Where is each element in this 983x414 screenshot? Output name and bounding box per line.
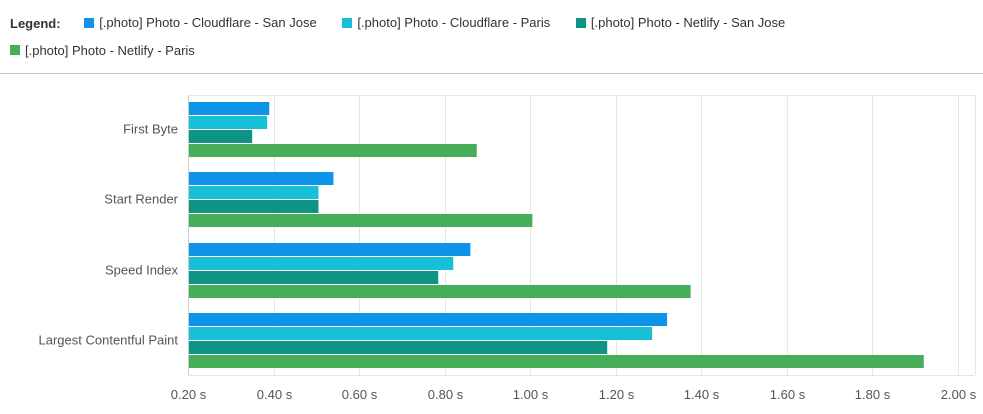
legend-swatch-netlify-paris bbox=[10, 45, 20, 55]
legend-label-cloudflare-san-jose: [.photo] Photo - Cloudflare - San Jose bbox=[99, 15, 317, 30]
x-tick-label: 1.40 s bbox=[684, 387, 720, 402]
bar bbox=[188, 243, 471, 256]
legend-item-cloudflare-san-jose[interactable]: [.photo] Photo - Cloudflare - San Jose bbox=[84, 9, 317, 36]
legend-divider bbox=[0, 73, 983, 74]
legend-label-netlify-paris: [.photo] Photo - Netlify - Paris bbox=[25, 42, 195, 58]
bar bbox=[188, 172, 334, 185]
x-tick-label: 1.60 s bbox=[770, 387, 806, 402]
bar bbox=[188, 327, 653, 340]
bar bbox=[188, 116, 268, 129]
legend-item-netlify-paris[interactable]: [.photo] Photo - Netlify - Paris bbox=[10, 37, 195, 64]
bar bbox=[188, 341, 608, 354]
x-tick-label: 0.20 s bbox=[171, 387, 207, 402]
bar bbox=[188, 285, 691, 298]
bar bbox=[188, 144, 477, 157]
legend-label-netlify-san-jose: [.photo] Photo - Netlify - San Jose bbox=[590, 15, 786, 30]
bar bbox=[188, 200, 319, 213]
legend: Legend: [.photo] Photo - Cloudflare - Sa… bbox=[10, 9, 970, 64]
x-tick-label: 0.80 s bbox=[428, 387, 464, 402]
bar bbox=[188, 313, 668, 326]
legend-title: Legend: bbox=[10, 15, 61, 31]
x-tick-label: 1.00 s bbox=[513, 387, 549, 402]
bar bbox=[188, 214, 533, 227]
x-tick-label: 1.20 s bbox=[599, 387, 635, 402]
x-tick-label: 0.60 s bbox=[342, 387, 378, 402]
bar bbox=[188, 271, 439, 284]
x-tick-label: 0.40 s bbox=[257, 387, 293, 402]
bar bbox=[188, 130, 253, 143]
legend-swatch-cloudflare-san-jose bbox=[84, 17, 95, 28]
legend-label-cloudflare-paris: [.photo] Photo - Cloudflare - Paris bbox=[357, 15, 551, 30]
legend-swatch-cloudflare-paris bbox=[342, 17, 353, 28]
bar bbox=[188, 257, 454, 270]
bar bbox=[188, 355, 924, 368]
category-label: Start Render bbox=[104, 192, 178, 207]
category-label: Speed Index bbox=[105, 263, 179, 278]
x-tick-label: 1.80 s bbox=[855, 387, 891, 402]
bar bbox=[188, 186, 319, 199]
category-label: Largest Contentful Paint bbox=[39, 333, 179, 348]
bar bbox=[188, 102, 270, 115]
legend-swatch-netlify-san-jose bbox=[575, 17, 586, 28]
legend-item-netlify-san-jose[interactable]: [.photo] Photo - Netlify - San Jose bbox=[575, 9, 786, 36]
x-tick-label: 2.00 s bbox=[941, 387, 977, 402]
category-label: First Byte bbox=[123, 122, 178, 137]
legend-item-cloudflare-paris[interactable]: [.photo] Photo - Cloudflare - Paris bbox=[342, 9, 550, 36]
